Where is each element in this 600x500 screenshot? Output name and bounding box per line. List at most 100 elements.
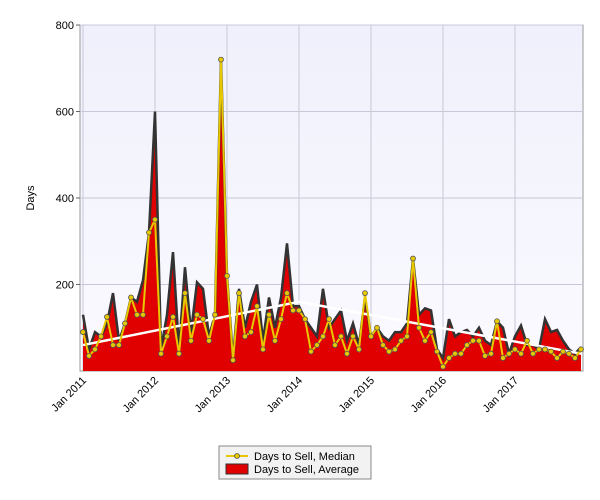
legend-label: Days to Sell, Median	[254, 451, 355, 463]
marker	[392, 346, 398, 353]
marker	[290, 307, 296, 314]
marker	[92, 346, 98, 353]
marker	[488, 350, 494, 357]
marker	[248, 329, 254, 335]
marker	[188, 337, 194, 344]
marker	[170, 314, 176, 320]
trend-line	[82, 300, 582, 355]
marker	[356, 346, 362, 353]
marker	[398, 337, 404, 344]
marker	[224, 272, 230, 279]
marker	[308, 348, 314, 355]
marker	[422, 337, 428, 344]
marker	[80, 329, 86, 335]
marker	[350, 333, 356, 340]
marker	[386, 348, 392, 355]
marker	[98, 333, 104, 340]
marker	[260, 346, 266, 353]
marker	[476, 337, 482, 344]
marker	[440, 363, 446, 370]
marker	[542, 346, 548, 353]
marker	[272, 337, 278, 344]
marker	[368, 333, 374, 340]
marker	[194, 311, 200, 318]
marker	[494, 318, 500, 325]
marker	[218, 56, 224, 63]
marker	[464, 342, 470, 348]
marker	[548, 348, 554, 355]
marker	[338, 333, 344, 340]
y-axis-label: Days	[25, 185, 37, 211]
marker	[566, 350, 572, 357]
x-tick-label: Jan 2014	[265, 375, 305, 415]
marker	[146, 229, 152, 236]
y-tick-label: 200	[56, 280, 74, 292]
marker	[434, 348, 440, 355]
marker	[164, 333, 170, 340]
marker	[506, 350, 512, 357]
marker	[374, 324, 380, 331]
marker	[404, 333, 410, 340]
marker	[332, 342, 338, 348]
marker	[128, 294, 134, 301]
marker	[242, 333, 248, 340]
marker	[182, 290, 188, 297]
marker	[314, 342, 320, 348]
marker	[134, 311, 140, 318]
line	[82, 59, 582, 369]
marker	[236, 290, 242, 297]
marker	[560, 348, 566, 355]
area	[83, 59, 581, 371]
marker	[452, 350, 458, 357]
marker	[140, 311, 146, 318]
marker	[410, 255, 416, 262]
marker	[254, 303, 260, 310]
marker	[230, 357, 236, 364]
marker	[278, 316, 284, 323]
marker	[206, 337, 212, 344]
marker	[266, 311, 272, 318]
marker	[470, 337, 476, 344]
y-tick-label: 800	[56, 20, 74, 32]
marker	[446, 355, 452, 361]
marker	[536, 346, 542, 353]
marker	[152, 216, 158, 223]
marker	[518, 350, 524, 357]
marker	[482, 352, 488, 359]
marker	[158, 350, 164, 357]
marker	[86, 352, 92, 359]
marker	[362, 290, 368, 297]
marker	[512, 346, 518, 353]
marker	[530, 350, 536, 357]
marker	[200, 316, 206, 323]
marker	[320, 333, 326, 340]
marker	[500, 355, 506, 361]
x-tick-label: Jan 2013	[193, 375, 233, 415]
marker	[344, 350, 350, 357]
y-tick-label: 400	[56, 193, 74, 205]
legend-swatch	[234, 453, 240, 459]
x-tick-label: Jan 2012	[121, 375, 161, 415]
marker	[572, 355, 578, 361]
marker	[302, 316, 308, 323]
marker	[212, 311, 218, 318]
marker	[554, 355, 560, 361]
marker	[176, 350, 182, 357]
marker	[326, 316, 332, 323]
marker	[458, 350, 464, 357]
y-tick-label: 600	[56, 107, 74, 119]
marker	[380, 342, 386, 348]
marker	[116, 342, 122, 348]
marker	[428, 329, 434, 335]
x-tick-label: Jan 2017	[481, 375, 521, 415]
marker	[110, 342, 116, 348]
marker	[104, 314, 110, 320]
legend-swatch	[225, 463, 249, 475]
marker	[416, 324, 422, 331]
x-tick-label: Jan 2016	[409, 375, 449, 415]
x-tick-label: Jan 2011	[49, 375, 89, 415]
marker	[578, 346, 584, 353]
legend-label: Days to Sell, Average	[254, 464, 359, 476]
marker	[296, 307, 302, 314]
